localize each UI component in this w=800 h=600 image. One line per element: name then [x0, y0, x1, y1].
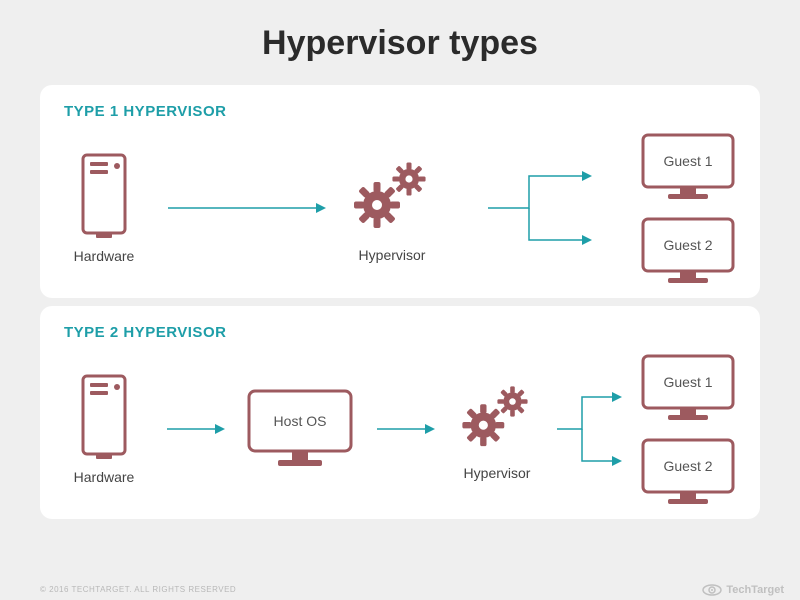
type1-guest2-label: Guest 2 — [663, 237, 712, 253]
monitor-icon: Guest 2 — [640, 437, 736, 505]
techtarget-logo: TechTarget — [702, 584, 784, 596]
monitor-icon: Host OS — [246, 388, 354, 470]
type1-hypervisor: Hypervisor — [347, 153, 437, 263]
type1-hypervisor-label: Hypervisor — [359, 247, 426, 263]
eye-icon — [702, 584, 722, 596]
monitor-icon: Guest 1 — [640, 353, 736, 421]
arrow-right-icon — [166, 198, 326, 218]
type2-hypervisor: Hypervisor — [456, 377, 538, 481]
server-tower-icon — [80, 152, 128, 240]
panel-type2: TYPE 2 HYPERVISOR Hardware Hos — [40, 306, 760, 519]
server-tower-icon — [80, 373, 128, 461]
branch-arrow-icon — [554, 369, 624, 489]
type2-guest1-label: Guest 1 — [663, 374, 712, 390]
arrow-right-icon — [375, 419, 435, 439]
panel-type1-heading: TYPE 1 HYPERVISOR — [64, 103, 736, 120]
logo-text: TechTarget — [726, 584, 784, 596]
gears-icon — [456, 377, 538, 457]
type1-guest1-label: Guest 1 — [663, 153, 712, 169]
type2-row: Hardware Host OS — [64, 353, 736, 505]
type2-hostos: Host OS — [246, 388, 354, 470]
type1-arrow1 — [150, 153, 341, 263]
type1-row: Hardware — [64, 132, 736, 284]
monitor-icon: Guest 1 — [640, 132, 736, 200]
type2-branch-arrow — [544, 374, 634, 484]
page-title: Hypervisor types — [0, 0, 800, 77]
type1-branch-arrow — [443, 153, 634, 263]
type1-hardware: Hardware — [64, 152, 144, 264]
type2-arrow1 — [150, 374, 240, 484]
panel-type1: TYPE 1 HYPERVISOR Hardware — [40, 85, 760, 298]
branch-arrow-icon — [484, 148, 594, 268]
type2-guests: Guest 1 Guest 2 — [640, 353, 736, 505]
type2-hardware-label: Hardware — [74, 469, 135, 485]
gears-icon — [347, 153, 437, 239]
type2-guest2-label: Guest 2 — [663, 458, 712, 474]
arrow-right-icon — [165, 419, 225, 439]
copyright-text: © 2016 TECHTARGET. ALL RIGHTS RESERVED — [40, 585, 236, 594]
type2-hostos-label: Host OS — [274, 413, 327, 429]
type2-hypervisor-label: Hypervisor — [464, 465, 531, 481]
type1-guests: Guest 1 Guest 2 — [640, 132, 736, 284]
panel-type2-heading: TYPE 2 HYPERVISOR — [64, 324, 736, 341]
type2-hardware: Hardware — [64, 373, 144, 485]
type2-arrow2 — [360, 374, 450, 484]
type1-hardware-label: Hardware — [74, 248, 135, 264]
monitor-icon: Guest 2 — [640, 216, 736, 284]
